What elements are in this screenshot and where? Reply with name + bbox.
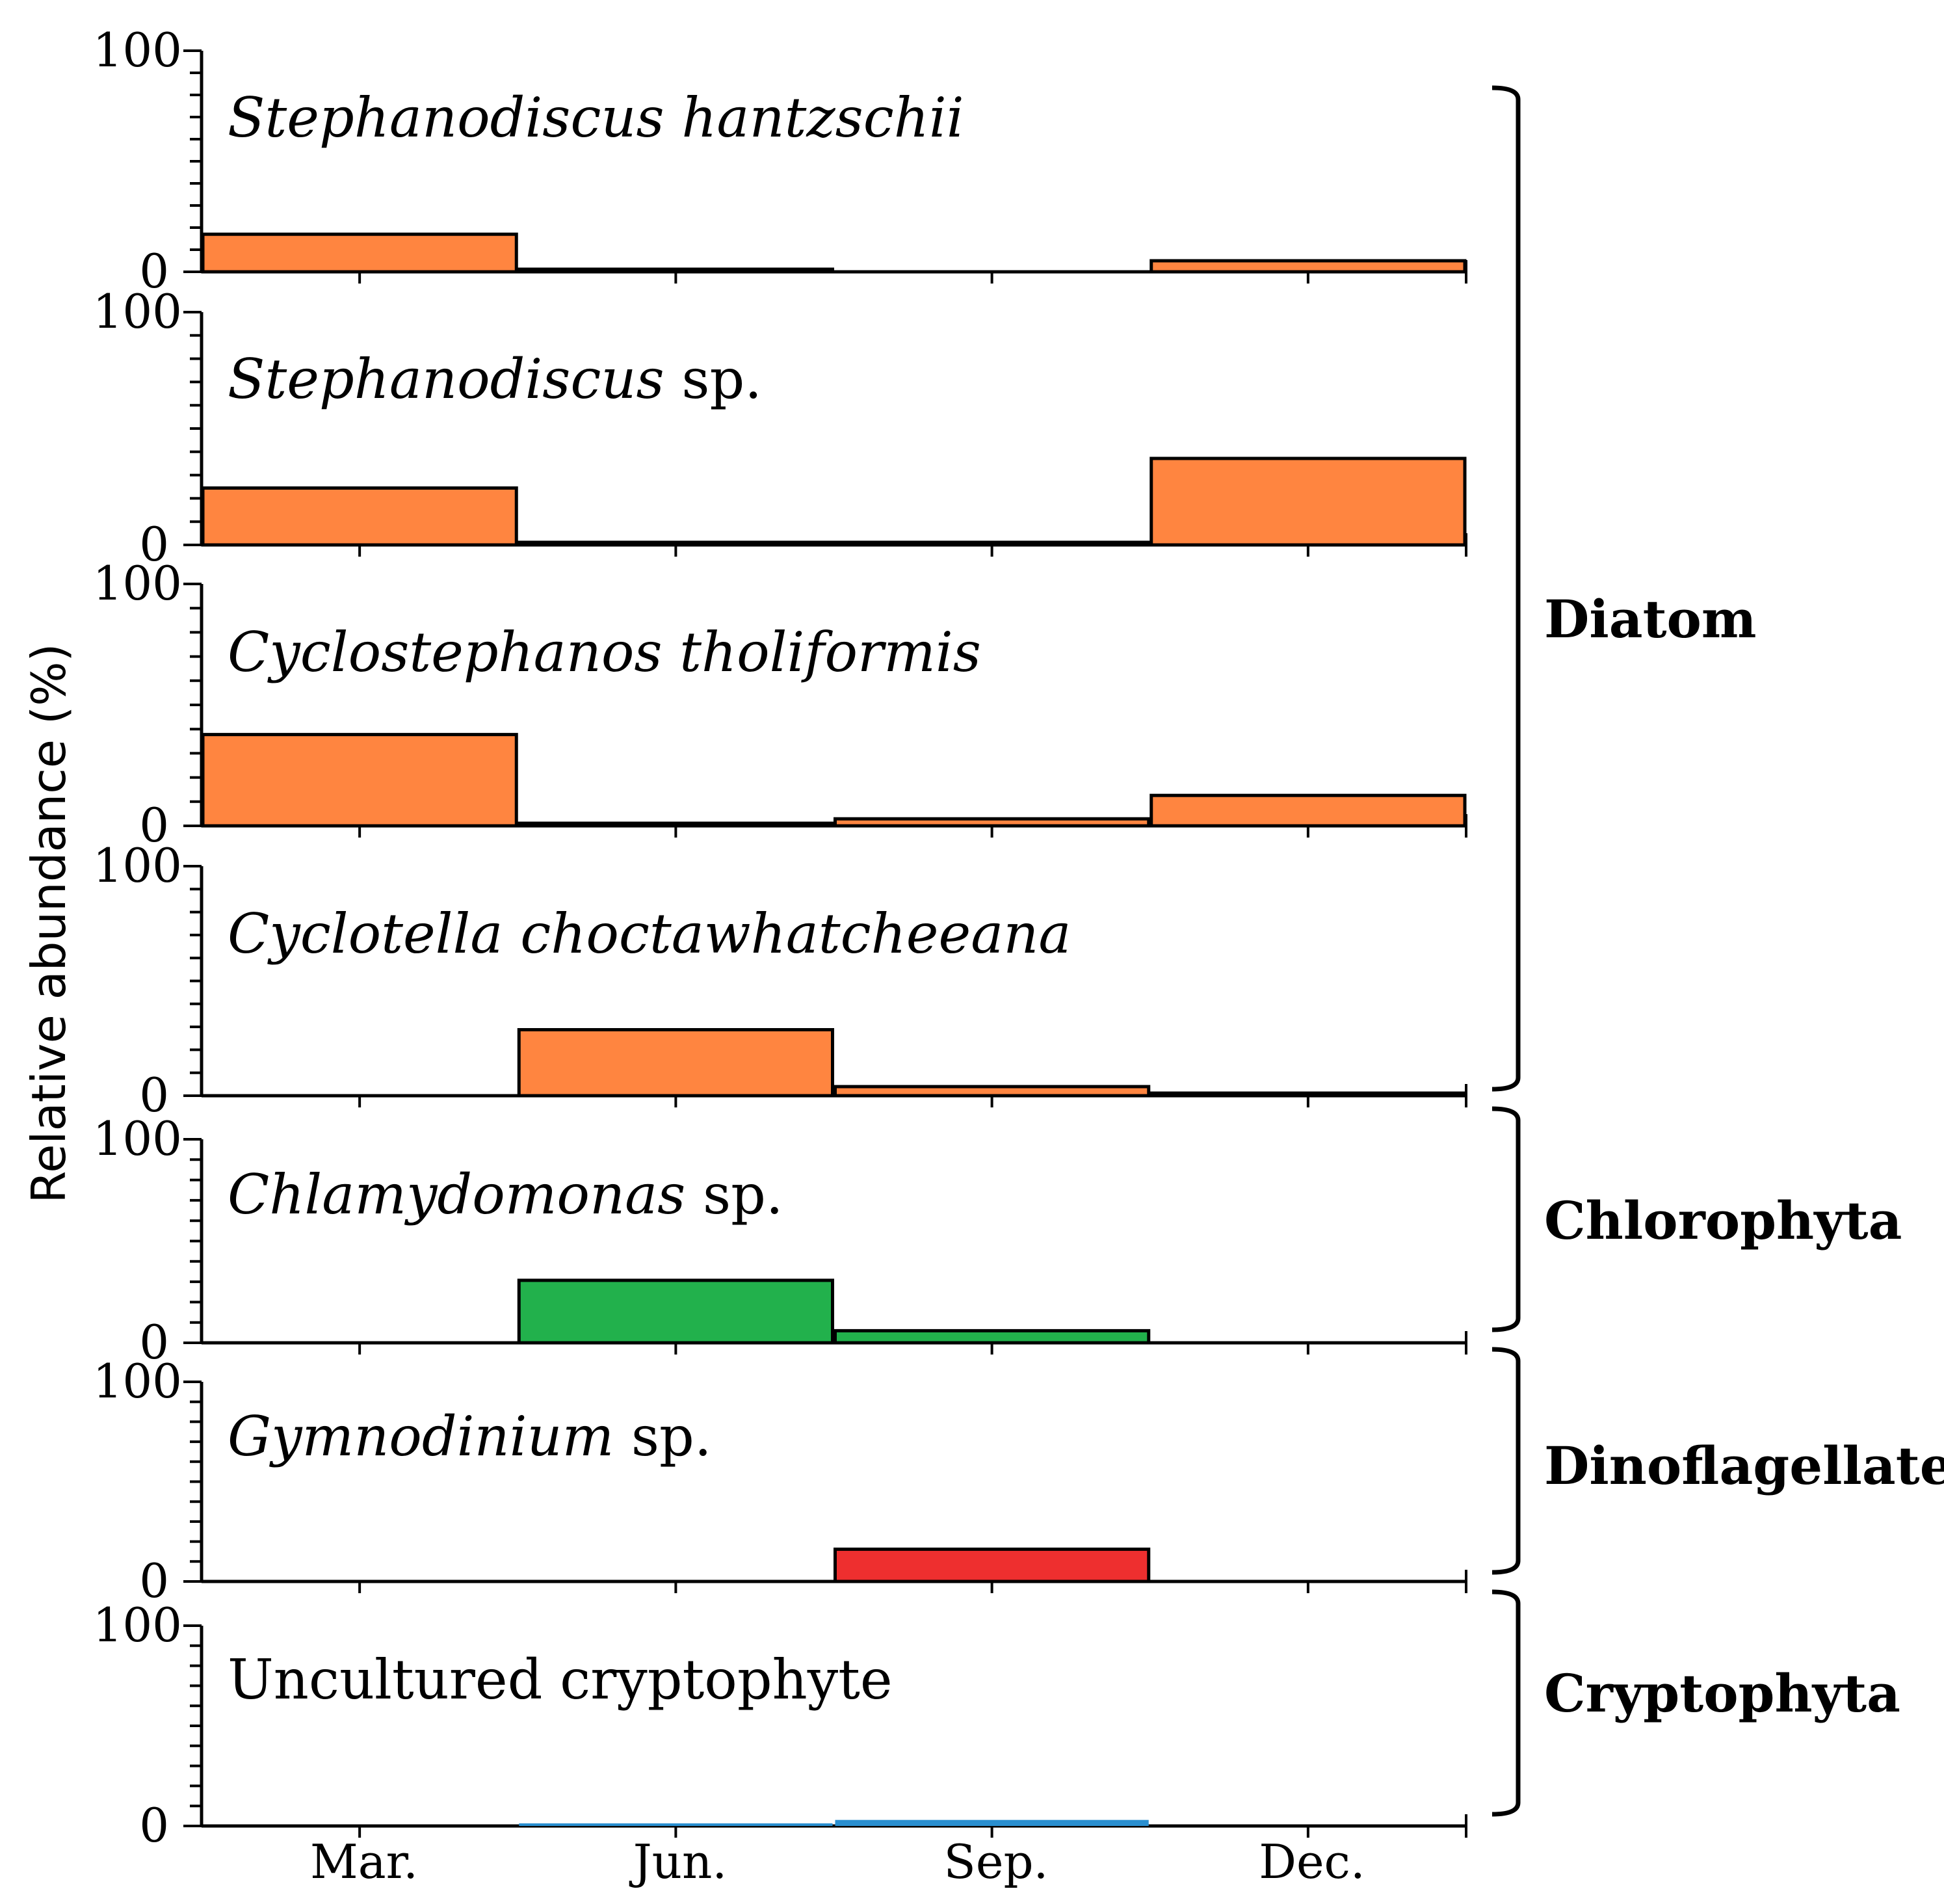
panel-7: 100 0 Uncultured cryptophyte xyxy=(93,1598,1467,1853)
month-labels: Mar. Jun. Sep. Dec. xyxy=(310,1834,1365,1889)
bracket xyxy=(1491,1106,1521,1332)
species-label: Stephanodiscus sp. xyxy=(228,347,762,411)
bar-jun xyxy=(517,821,834,828)
species-name-italic: Cyclostephanos tholiformis xyxy=(228,620,981,684)
bar-mar xyxy=(201,733,518,828)
month-label-jun: Jun. xyxy=(629,1834,728,1889)
group-brackets: Diatom Chlorophyta Dinoflagellate Cryptophy… xyxy=(1491,85,1944,1817)
species-label: Stephanodiscus hantzschii xyxy=(228,86,964,150)
species-name-roman: sp. xyxy=(664,347,762,411)
y-tick-label-0: 0 xyxy=(139,1798,169,1853)
bar-dec xyxy=(1149,1091,1467,1098)
species-label: Cyclotella choctawhatcheeana xyxy=(228,902,1071,966)
y-axis-label: Relative abundance (%) xyxy=(21,643,76,1203)
group-label: Dinoflagellate xyxy=(1544,1435,1944,1496)
bar-jun xyxy=(519,1823,833,1826)
group-diatom: Diatom xyxy=(1491,85,1757,1092)
bar-sep xyxy=(835,1819,1149,1826)
bracket xyxy=(1491,85,1521,1092)
species-name-italic: Chlamydomonas xyxy=(228,1163,685,1226)
y-tick-label-0: 0 xyxy=(139,1554,169,1608)
y-tick-label-0: 0 xyxy=(139,1315,169,1369)
y-tick-label-100: 100 xyxy=(93,1111,182,1166)
panel-5: 100 0 Chlamydomonas sp. xyxy=(93,1111,1467,1369)
bar-jun xyxy=(517,1278,834,1345)
species-name-italic: Gymnodinium xyxy=(228,1405,614,1468)
species-name-roman: sp. xyxy=(685,1163,783,1226)
group-label: Cryptophyta xyxy=(1544,1663,1900,1724)
bar-sep xyxy=(834,1085,1151,1098)
y-tick-label-0: 0 xyxy=(139,1068,169,1122)
bar-sep xyxy=(834,540,1151,547)
y-tick-label-100: 100 xyxy=(93,556,182,611)
bracket xyxy=(1491,1589,1521,1817)
bracket xyxy=(1491,1347,1521,1575)
bar-dec xyxy=(1149,793,1467,828)
bar-sep xyxy=(834,817,1151,828)
y-tick-label-100: 100 xyxy=(93,23,182,77)
species-label: Gymnodinium sp. xyxy=(228,1405,712,1468)
bar-dec xyxy=(1149,259,1467,274)
species-name-italic: Stephanodiscus hantzschii xyxy=(228,86,964,150)
bar-sep xyxy=(834,1329,1151,1345)
bar-dec xyxy=(1149,456,1467,547)
species-name-roman: Uncultured cryptophyte xyxy=(228,1648,893,1712)
species-name-italic: Stephanodiscus xyxy=(228,347,664,411)
species-name-roman: sp. xyxy=(614,1405,711,1468)
panel-1: 100 0 Stephanodiscus hantzschii xyxy=(93,23,1467,298)
bar-jun xyxy=(517,1028,834,1098)
group-dinoflagellate: Dinoflagellate xyxy=(1491,1347,1944,1575)
species-label: Uncultured cryptophyte xyxy=(228,1648,893,1712)
species-label: Cyclostephanos tholiformis xyxy=(228,620,981,684)
group-label: Chlorophyta xyxy=(1544,1190,1902,1251)
bar-mar xyxy=(201,232,518,274)
y-tick-label-100: 100 xyxy=(93,1598,182,1652)
group-cryptophyta: Cryptophyta xyxy=(1491,1589,1900,1817)
panel-3: 100 0 Cyclostephanos tholiformis xyxy=(93,556,1467,853)
bar-mar xyxy=(201,486,518,547)
bar-sep xyxy=(834,1547,1151,1583)
species-name-italic: Cyclotella choctawhatcheeana xyxy=(228,902,1071,966)
month-label-dec: Dec. xyxy=(1259,1834,1365,1889)
y-tick-label-0: 0 xyxy=(139,244,169,298)
y-tick-label-0: 0 xyxy=(139,517,169,572)
panel-6: 100 0 Gymnodinium sp. xyxy=(93,1354,1467,1608)
y-tick-label-100: 100 xyxy=(93,1354,182,1408)
y-tick-label-100: 100 xyxy=(93,284,182,339)
group-label: Diatom xyxy=(1544,588,1757,650)
panel-4: 100 0 Cyclotella choctawhatcheeana xyxy=(93,838,1467,1122)
y-tick-label-0: 0 xyxy=(139,798,169,853)
month-label-sep: Sep. xyxy=(944,1834,1049,1889)
bar-jun xyxy=(517,267,834,274)
month-label-mar: Mar. xyxy=(310,1834,418,1889)
y-tick-label-100: 100 xyxy=(93,838,182,893)
panel-2: 100 0 Stephanodiscus sp. xyxy=(93,284,1467,572)
group-chlorophyta: Chlorophyta xyxy=(1491,1106,1902,1332)
bar-jun xyxy=(517,540,834,547)
species-label: Chlamydomonas sp. xyxy=(228,1163,783,1226)
